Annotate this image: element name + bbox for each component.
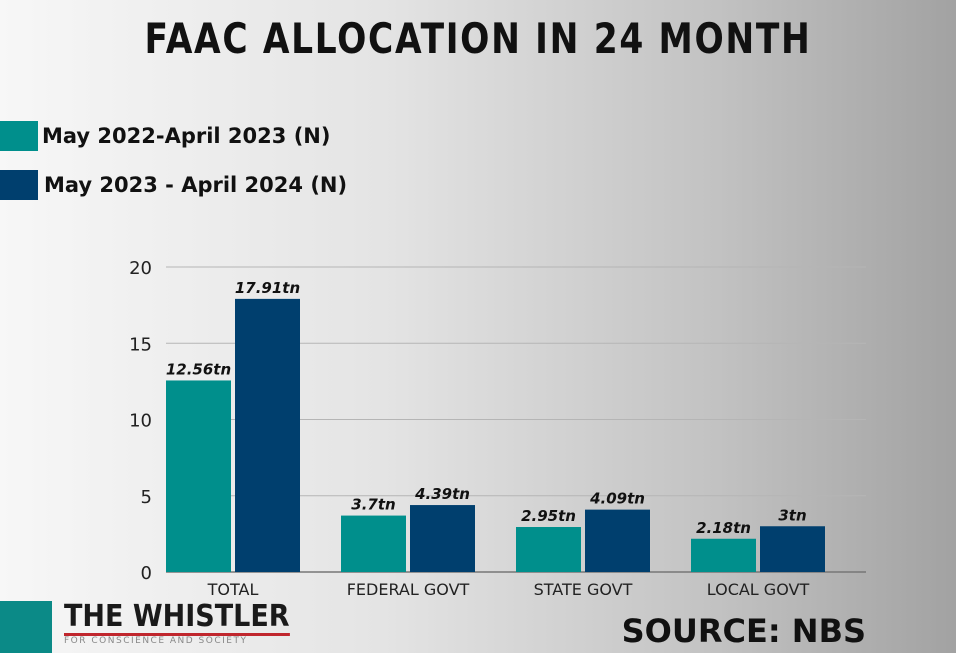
data-label: 3tn <box>778 506 806 524</box>
x-tick-label: STATE GOVT <box>534 580 633 599</box>
data-label: 4.39tn <box>414 485 470 503</box>
logo-mark-icon <box>0 601 52 653</box>
data-label: 3.7tn <box>351 496 395 514</box>
whistler-logo: THE WHISTLER FOR CONSCIENCE AND SOCIETY <box>0 601 315 653</box>
bar <box>235 298 300 572</box>
y-tick-label: 5 <box>141 487 152 508</box>
x-tick-label: FEDERAL GOVT <box>347 580 470 599</box>
bar <box>410 505 475 572</box>
legend-item-series-1: May 2022-April 2023 (N) <box>0 121 330 151</box>
data-label: 4.09tn <box>589 490 645 508</box>
y-tick-label: 0 <box>141 563 152 584</box>
bar <box>691 538 756 572</box>
x-tick-label: LOCAL GOVT <box>707 580 810 599</box>
bar <box>516 527 581 572</box>
legend-swatch <box>0 121 38 151</box>
y-tick-label: 20 <box>129 258 152 279</box>
data-label: 12.56tn <box>166 360 231 378</box>
chart-title: FAAC ALLOCATION IN 24 MONTH <box>144 14 812 63</box>
bar <box>585 509 650 572</box>
logo-tagline: FOR CONSCIENCE AND SOCIETY <box>64 636 248 646</box>
x-tick-label: TOTAL <box>207 580 259 599</box>
legend-item-series-2: May 2023 - April 2024 (N) <box>0 170 347 200</box>
data-label: 2.95tn <box>521 507 576 525</box>
y-tick-label: 15 <box>129 334 152 355</box>
bar <box>341 515 406 572</box>
bar <box>760 526 825 572</box>
logo-name: THE WHISTLER <box>64 599 290 636</box>
legend-swatch <box>0 170 38 200</box>
y-tick-label: 10 <box>129 411 152 432</box>
legend-label: May 2023 - April 2024 (N) <box>44 173 348 197</box>
legend-label: May 2022-April 2023 (N) <box>42 124 331 148</box>
source-note: SOURCE: NBS <box>621 612 866 650</box>
data-label: 2.18tn <box>696 519 751 537</box>
data-label: 17.91tn <box>235 279 300 297</box>
bar <box>166 380 231 572</box>
